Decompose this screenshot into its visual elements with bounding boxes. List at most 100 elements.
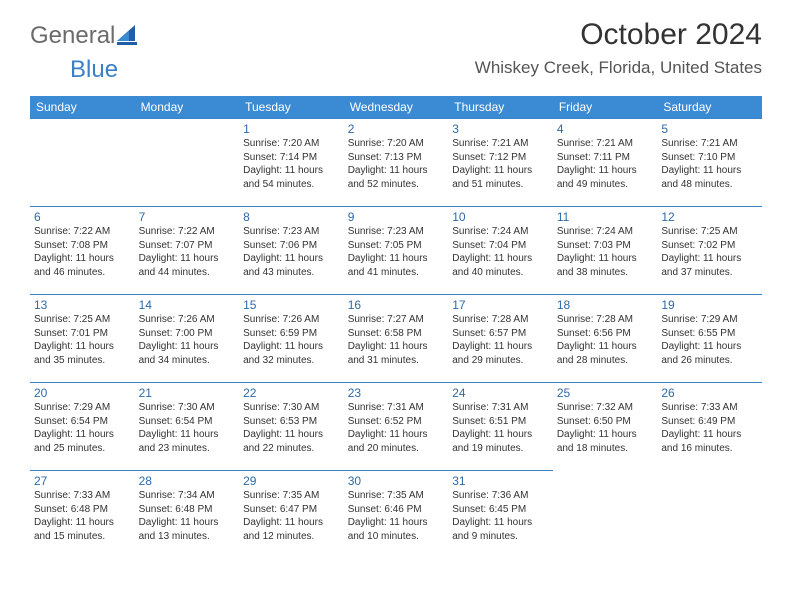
calendar-week: 6Sunrise: 7:22 AMSunset: 7:08 PMDaylight… [30, 207, 762, 295]
calendar-day: 15Sunrise: 7:26 AMSunset: 6:59 PMDayligh… [239, 295, 344, 383]
daylight-line: Daylight: 11 hours and 23 minutes. [139, 428, 236, 455]
sunset-line: Sunset: 6:48 PM [34, 503, 131, 517]
day-number: 27 [34, 474, 131, 488]
calendar-day: 20Sunrise: 7:29 AMSunset: 6:54 PMDayligh… [30, 383, 135, 471]
brand-part1: General [30, 22, 115, 50]
daylight-line: Daylight: 11 hours and 31 minutes. [348, 340, 445, 367]
calendar-day: 2Sunrise: 7:20 AMSunset: 7:13 PMDaylight… [344, 119, 449, 207]
calendar-day: 19Sunrise: 7:29 AMSunset: 6:55 PMDayligh… [657, 295, 762, 383]
daylight-line: Daylight: 11 hours and 19 minutes. [452, 428, 549, 455]
sunset-line: Sunset: 6:48 PM [139, 503, 236, 517]
day-number: 8 [243, 210, 340, 224]
weekday-header: Wednesday [344, 96, 449, 119]
day-number: 10 [452, 210, 549, 224]
sunrise-line: Sunrise: 7:33 AM [661, 401, 758, 415]
sunset-line: Sunset: 7:00 PM [139, 327, 236, 341]
sunset-line: Sunset: 6:45 PM [452, 503, 549, 517]
calendar-day: 26Sunrise: 7:33 AMSunset: 6:49 PMDayligh… [657, 383, 762, 471]
sunset-line: Sunset: 6:54 PM [34, 415, 131, 429]
sunset-line: Sunset: 6:56 PM [557, 327, 654, 341]
daylight-line: Daylight: 11 hours and 51 minutes. [452, 164, 549, 191]
sunrise-line: Sunrise: 7:35 AM [348, 489, 445, 503]
day-number: 15 [243, 298, 340, 312]
sunset-line: Sunset: 7:08 PM [34, 239, 131, 253]
calendar-body: 1Sunrise: 7:20 AMSunset: 7:14 PMDaylight… [30, 119, 762, 559]
sunrise-line: Sunrise: 7:28 AM [557, 313, 654, 327]
day-number: 3 [452, 122, 549, 136]
calendar-day: 24Sunrise: 7:31 AMSunset: 6:51 PMDayligh… [448, 383, 553, 471]
day-number: 17 [452, 298, 549, 312]
sunrise-line: Sunrise: 7:30 AM [139, 401, 236, 415]
sunrise-line: Sunrise: 7:31 AM [348, 401, 445, 415]
sunrise-line: Sunrise: 7:20 AM [243, 137, 340, 151]
daylight-line: Daylight: 11 hours and 16 minutes. [661, 428, 758, 455]
calendar-day: 12Sunrise: 7:25 AMSunset: 7:02 PMDayligh… [657, 207, 762, 295]
sunrise-line: Sunrise: 7:22 AM [139, 225, 236, 239]
day-number: 11 [557, 210, 654, 224]
calendar-day: 28Sunrise: 7:34 AMSunset: 6:48 PMDayligh… [135, 471, 240, 559]
day-number: 26 [661, 386, 758, 400]
daylight-line: Daylight: 11 hours and 25 minutes. [34, 428, 131, 455]
daylight-line: Daylight: 11 hours and 46 minutes. [34, 252, 131, 279]
sunset-line: Sunset: 6:51 PM [452, 415, 549, 429]
location: Whiskey Creek, Florida, United States [475, 58, 762, 78]
daylight-line: Daylight: 11 hours and 13 minutes. [139, 516, 236, 543]
day-number: 19 [661, 298, 758, 312]
weekday-header: Sunday [30, 96, 135, 119]
calendar-week: 20Sunrise: 7:29 AMSunset: 6:54 PMDayligh… [30, 383, 762, 471]
daylight-line: Daylight: 11 hours and 44 minutes. [139, 252, 236, 279]
sunset-line: Sunset: 7:11 PM [557, 151, 654, 165]
sunset-line: Sunset: 6:57 PM [452, 327, 549, 341]
day-number: 7 [139, 210, 236, 224]
day-number: 9 [348, 210, 445, 224]
sunrise-line: Sunrise: 7:35 AM [243, 489, 340, 503]
sunset-line: Sunset: 7:07 PM [139, 239, 236, 253]
sunset-line: Sunset: 6:49 PM [661, 415, 758, 429]
sunrise-line: Sunrise: 7:26 AM [139, 313, 236, 327]
sunrise-line: Sunrise: 7:20 AM [348, 137, 445, 151]
sunset-line: Sunset: 6:50 PM [557, 415, 654, 429]
month-title: October 2024 [475, 18, 762, 52]
day-number: 20 [34, 386, 131, 400]
calendar-page: General October 2024 Whiskey Creek, Flor… [0, 0, 792, 612]
weekday-header: Friday [553, 96, 658, 119]
sunset-line: Sunset: 7:14 PM [243, 151, 340, 165]
calendar-day: 8Sunrise: 7:23 AMSunset: 7:06 PMDaylight… [239, 207, 344, 295]
weekday-header: Saturday [657, 96, 762, 119]
daylight-line: Daylight: 11 hours and 26 minutes. [661, 340, 758, 367]
daylight-line: Daylight: 11 hours and 12 minutes. [243, 516, 340, 543]
daylight-line: Daylight: 11 hours and 48 minutes. [661, 164, 758, 191]
calendar-day: 7Sunrise: 7:22 AMSunset: 7:07 PMDaylight… [135, 207, 240, 295]
day-number: 29 [243, 474, 340, 488]
daylight-line: Daylight: 11 hours and 9 minutes. [452, 516, 549, 543]
sunrise-line: Sunrise: 7:21 AM [661, 137, 758, 151]
calendar-day: 10Sunrise: 7:24 AMSunset: 7:04 PMDayligh… [448, 207, 553, 295]
daylight-line: Daylight: 11 hours and 32 minutes. [243, 340, 340, 367]
calendar-day: 11Sunrise: 7:24 AMSunset: 7:03 PMDayligh… [553, 207, 658, 295]
day-number: 21 [139, 386, 236, 400]
sunrise-line: Sunrise: 7:23 AM [348, 225, 445, 239]
sunrise-line: Sunrise: 7:22 AM [34, 225, 131, 239]
calendar-day: 25Sunrise: 7:32 AMSunset: 6:50 PMDayligh… [553, 383, 658, 471]
sunrise-line: Sunrise: 7:36 AM [452, 489, 549, 503]
sunrise-line: Sunrise: 7:33 AM [34, 489, 131, 503]
calendar-header-row: SundayMondayTuesdayWednesdayThursdayFrid… [30, 96, 762, 119]
daylight-line: Daylight: 11 hours and 40 minutes. [452, 252, 549, 279]
sunrise-line: Sunrise: 7:26 AM [243, 313, 340, 327]
calendar-day: 21Sunrise: 7:30 AMSunset: 6:54 PMDayligh… [135, 383, 240, 471]
sunrise-line: Sunrise: 7:27 AM [348, 313, 445, 327]
day-number: 31 [452, 474, 549, 488]
day-number: 2 [348, 122, 445, 136]
day-number: 28 [139, 474, 236, 488]
calendar-day-empty [657, 471, 762, 559]
calendar-day-empty [135, 119, 240, 207]
sunrise-line: Sunrise: 7:29 AM [661, 313, 758, 327]
calendar-day: 27Sunrise: 7:33 AMSunset: 6:48 PMDayligh… [30, 471, 135, 559]
daylight-line: Daylight: 11 hours and 52 minutes. [348, 164, 445, 191]
sunrise-line: Sunrise: 7:21 AM [557, 137, 654, 151]
sunset-line: Sunset: 7:12 PM [452, 151, 549, 165]
daylight-line: Daylight: 11 hours and 49 minutes. [557, 164, 654, 191]
sunset-line: Sunset: 7:02 PM [661, 239, 758, 253]
day-number: 14 [139, 298, 236, 312]
calendar-day: 4Sunrise: 7:21 AMSunset: 7:11 PMDaylight… [553, 119, 658, 207]
